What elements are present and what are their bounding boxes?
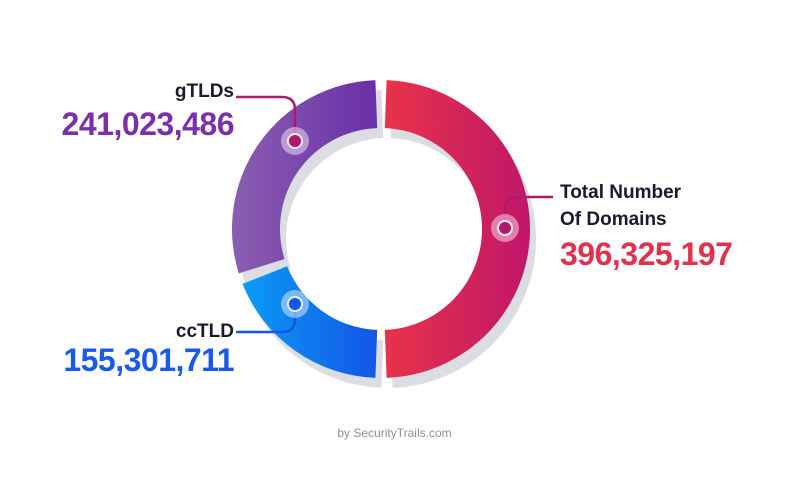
slice-gtlds bbox=[232, 80, 378, 274]
source-credit: by SecurityTrails.com bbox=[337, 426, 452, 440]
cctld-marker-dot bbox=[287, 296, 303, 312]
cctld-value: 155,301,711 bbox=[63, 342, 234, 378]
cctld-connector-line bbox=[236, 304, 297, 334]
slice-cctld bbox=[242, 266, 378, 378]
total-marker-dot bbox=[497, 220, 513, 236]
gtld-connector-line bbox=[236, 95, 297, 141]
total-label-line2: Of Domains bbox=[560, 209, 667, 230]
total-connector-line bbox=[503, 195, 553, 228]
slice-total-domains bbox=[384, 80, 530, 378]
gtld-value: 241,023,486 bbox=[61, 106, 235, 142]
total-value: 396,325,197 bbox=[560, 236, 733, 272]
cctld-label: ccTLD bbox=[175, 321, 234, 342]
total-label-line1: Total Number bbox=[560, 182, 682, 203]
gtld-marker-dot bbox=[287, 133, 303, 149]
gtld-label: gTLDs bbox=[174, 81, 234, 102]
